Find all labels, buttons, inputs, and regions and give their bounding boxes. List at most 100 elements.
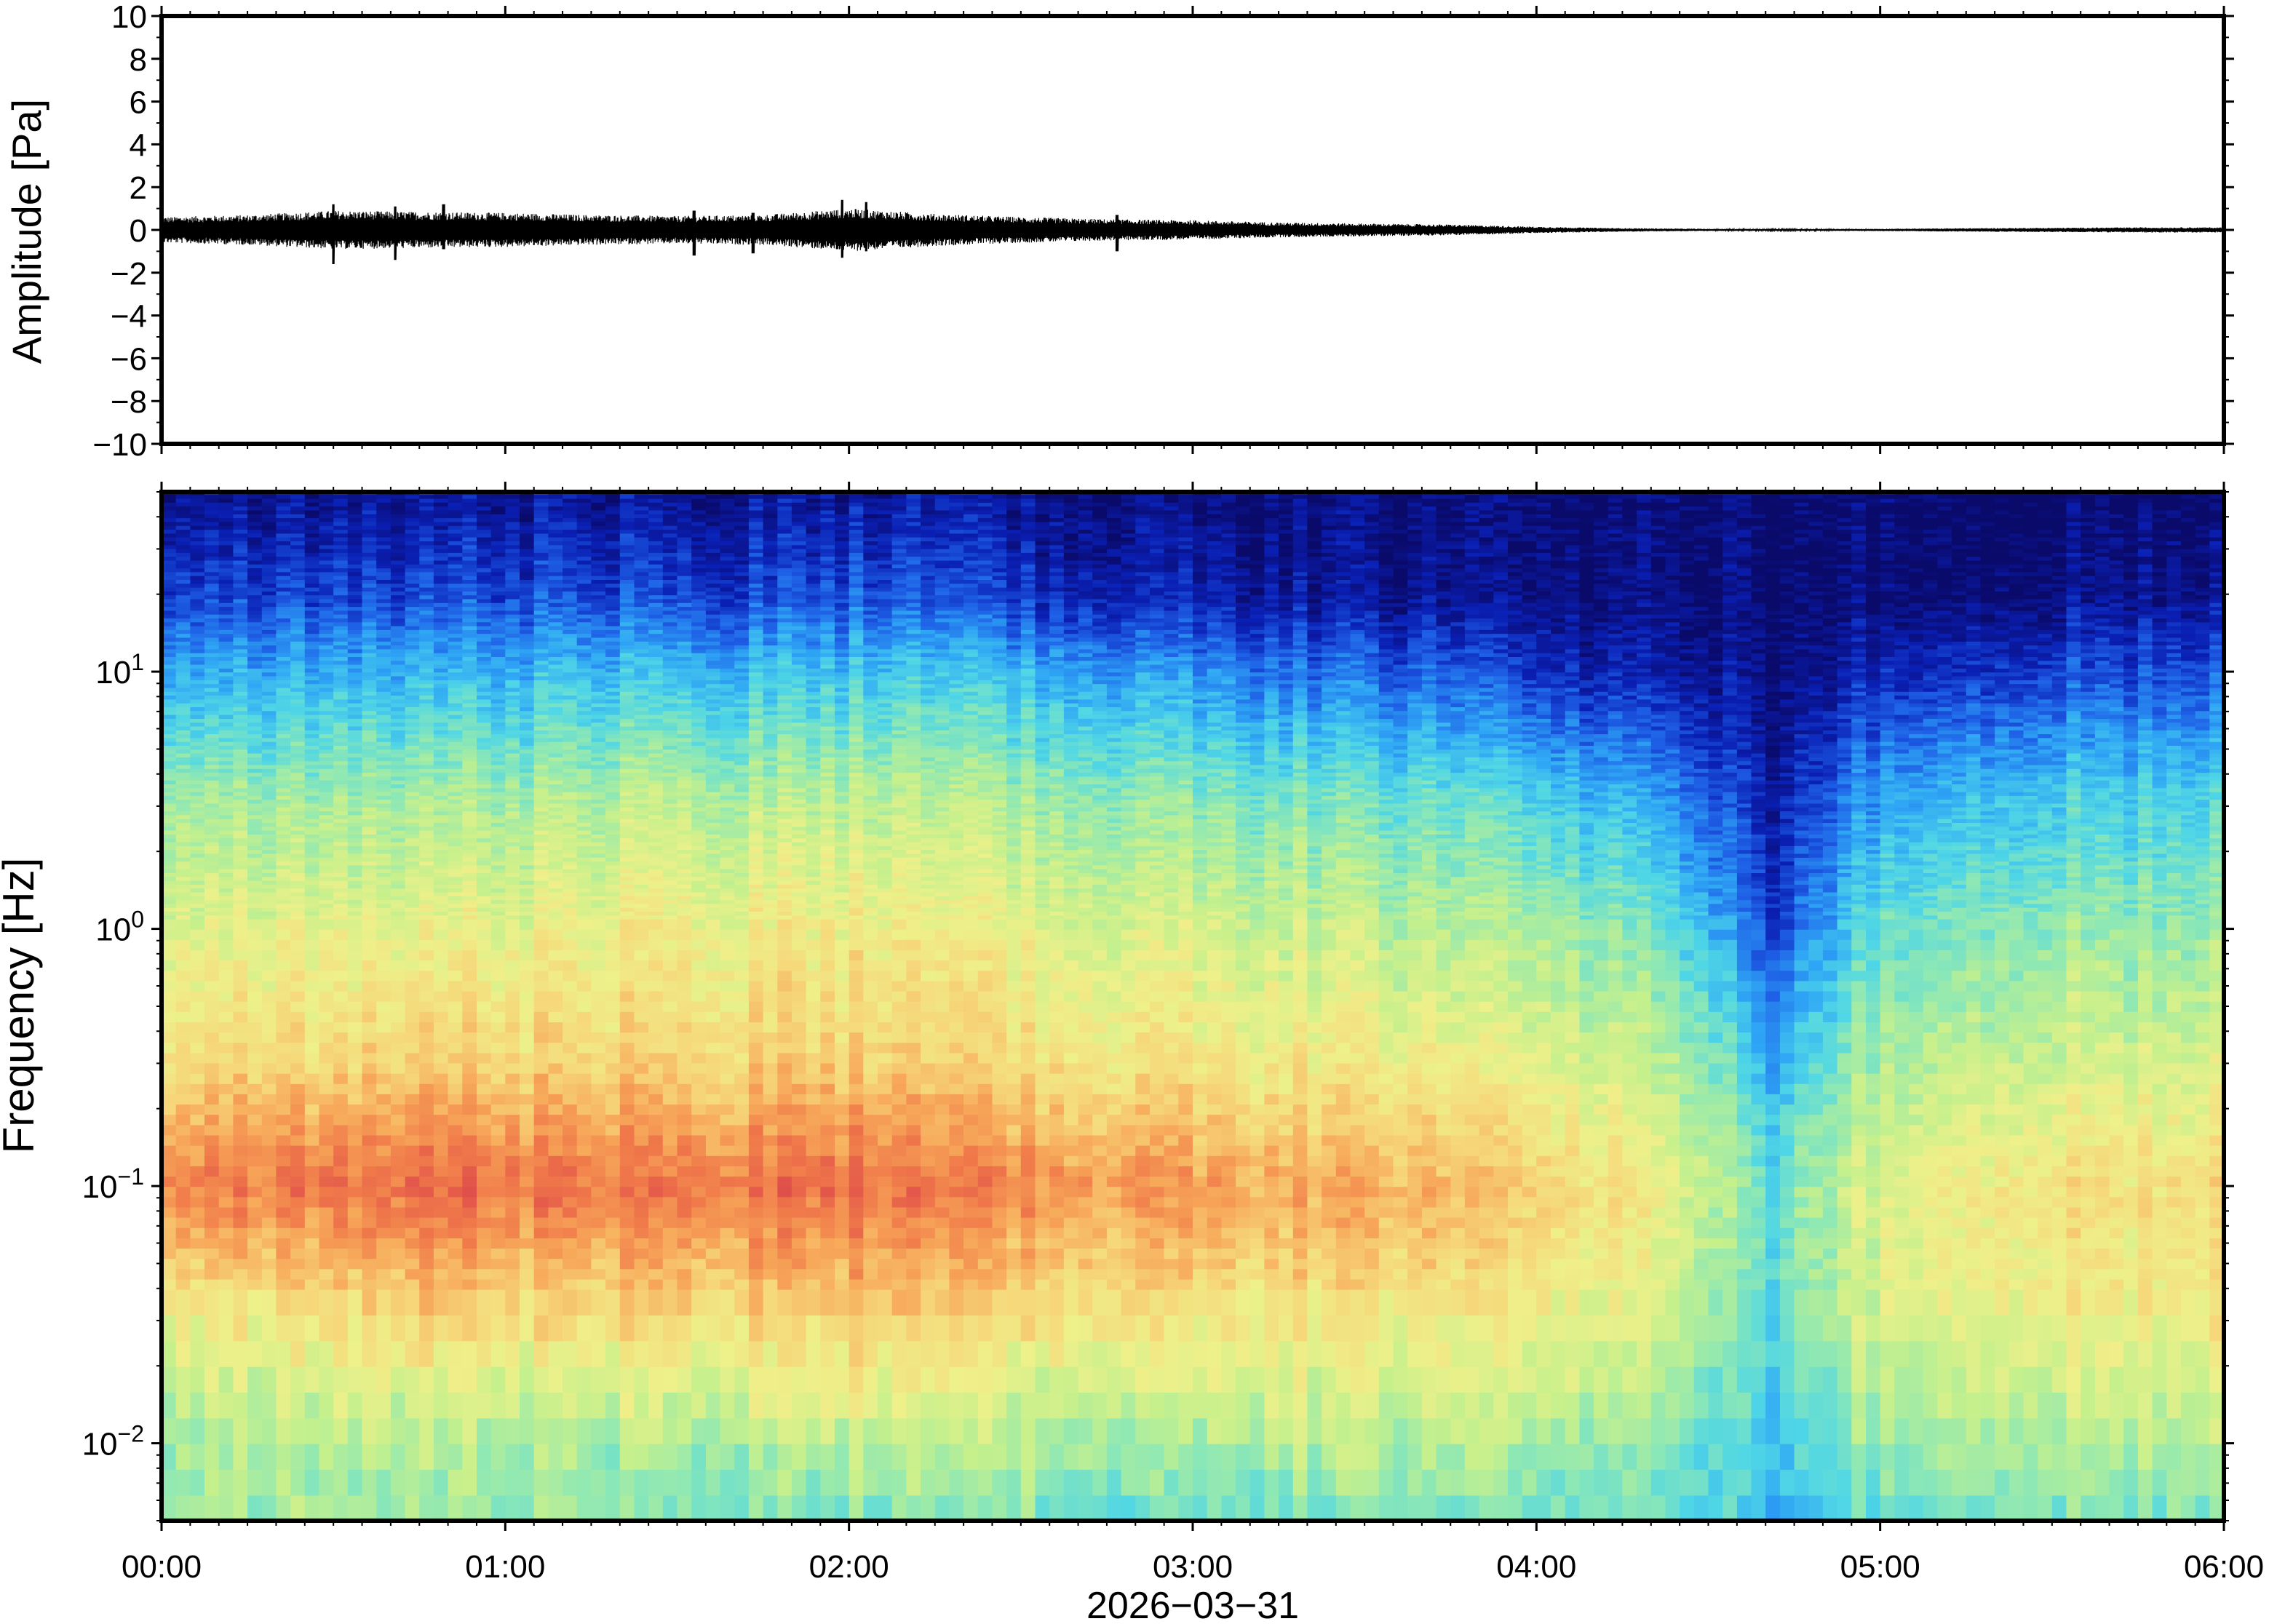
spectrogram-cell bbox=[405, 737, 421, 742]
spectrogram-cell bbox=[462, 1052, 477, 1064]
spectrogram-cell bbox=[490, 834, 506, 839]
spectrogram-cell bbox=[405, 1083, 421, 1094]
spectrogram-cell bbox=[247, 675, 263, 680]
spectrogram-cell bbox=[405, 714, 421, 719]
spectrogram-cell bbox=[304, 864, 320, 869]
spectrogram-cell bbox=[390, 629, 406, 634]
spectrogram-cell bbox=[362, 741, 377, 746]
spectrogram-cell bbox=[218, 641, 234, 646]
spectrogram-cell bbox=[419, 853, 434, 858]
spectrogram-cell bbox=[576, 1032, 592, 1043]
spectrogram-cell bbox=[563, 722, 578, 727]
spectrogram-cell bbox=[233, 826, 248, 831]
spectrogram-cell bbox=[319, 533, 334, 538]
spectrogram-cell bbox=[563, 687, 578, 692]
spectrogram-cell bbox=[390, 779, 406, 784]
spectrogram-cell bbox=[190, 741, 205, 746]
spectrogram-cell bbox=[563, 1052, 578, 1064]
spectrogram-cell bbox=[448, 950, 464, 961]
spectrogram-cell bbox=[548, 645, 563, 650]
spectrogram-cell bbox=[304, 494, 320, 499]
spectrogram-cell bbox=[433, 1258, 449, 1270]
spectrogram-cell bbox=[290, 730, 306, 735]
spectrogram-cell bbox=[162, 1196, 177, 1208]
spectrogram-cell bbox=[462, 641, 477, 646]
spectrogram-cell bbox=[261, 880, 277, 885]
spectrogram-cell bbox=[233, 896, 248, 901]
spectrogram-cell bbox=[490, 814, 506, 819]
spectrogram-cell bbox=[520, 876, 535, 881]
spectrogram-cell bbox=[490, 764, 506, 769]
spectrogram-cell bbox=[462, 621, 477, 626]
spectrogram-cell bbox=[390, 698, 406, 704]
spectrogram-cell bbox=[261, 1392, 277, 1419]
spectrogram-cell bbox=[233, 915, 248, 920]
spectrogram-cell bbox=[520, 1052, 535, 1064]
spectrogram-cell bbox=[376, 1268, 392, 1280]
spectrogram-cell bbox=[433, 928, 449, 940]
spectrogram-cell bbox=[362, 1469, 377, 1496]
spectrogram-cell bbox=[247, 629, 263, 634]
spectrogram-cell bbox=[276, 1227, 291, 1238]
spectrogram-cell bbox=[333, 768, 349, 773]
spectrogram-cell bbox=[477, 826, 492, 831]
spectrogram-cell bbox=[376, 571, 392, 576]
spectrogram-cell bbox=[319, 818, 334, 823]
spectrogram-cell bbox=[304, 1062, 320, 1074]
spectrogram-cell bbox=[162, 529, 177, 534]
spectrogram-cell bbox=[233, 888, 248, 893]
spectrogram-cell bbox=[261, 529, 277, 534]
spectrogram-cell bbox=[490, 1062, 506, 1074]
spectrogram-cell bbox=[563, 784, 578, 789]
spectrogram-cell bbox=[490, 799, 506, 804]
spectrogram-cell bbox=[276, 733, 291, 739]
spectrogram-cell bbox=[433, 633, 449, 638]
spectrogram-cell bbox=[233, 1114, 248, 1126]
spectrogram-cell bbox=[448, 749, 464, 754]
spectrogram-cell bbox=[276, 637, 291, 642]
spectrogram-cell bbox=[247, 1469, 263, 1496]
spectrogram-cell bbox=[533, 602, 549, 608]
spectrogram-cell bbox=[490, 664, 506, 669]
spectrogram-cell bbox=[362, 1227, 377, 1238]
spectrogram-cell bbox=[433, 857, 449, 862]
spectrogram-cell bbox=[218, 1042, 234, 1054]
spectrogram-cell bbox=[548, 529, 563, 534]
spectrogram-cell bbox=[448, 710, 464, 715]
spectrogram-cell bbox=[505, 598, 520, 603]
spectrogram-cell bbox=[261, 606, 277, 611]
spectrogram-cell bbox=[405, 826, 421, 831]
spectrogram-cell bbox=[175, 541, 191, 546]
spectrogram-cell bbox=[319, 1196, 334, 1208]
spectrogram-cell bbox=[376, 1114, 392, 1126]
spectrogram-cell bbox=[490, 868, 506, 873]
spectrogram-cell bbox=[204, 760, 220, 765]
spectrogram-cell bbox=[290, 970, 306, 982]
spectrogram-cell bbox=[520, 618, 535, 623]
spectrogram-cell bbox=[477, 564, 492, 569]
spectrogram-cell bbox=[563, 868, 578, 873]
spectrogram-cell bbox=[290, 752, 306, 757]
spectrogram-cell bbox=[433, 521, 449, 526]
spectrogram-cell bbox=[505, 784, 520, 789]
spectrogram-cell bbox=[162, 548, 177, 553]
spectrogram-cell bbox=[520, 1145, 535, 1156]
spectrogram-cell bbox=[563, 1022, 578, 1033]
spectrogram-cell bbox=[233, 586, 248, 592]
spectrogram-cell bbox=[247, 1145, 263, 1156]
spectrogram-cell bbox=[362, 1011, 377, 1022]
spectrogram-cell bbox=[505, 741, 520, 746]
spectrogram-cell bbox=[533, 864, 549, 869]
spectrogram-cell bbox=[477, 760, 492, 765]
spectrogram-cell bbox=[448, 1022, 464, 1033]
spectrogram-cell bbox=[533, 876, 549, 881]
spectrogram-cell bbox=[505, 960, 520, 971]
spectrogram-cell bbox=[233, 618, 248, 623]
spectrogram-cell bbox=[591, 950, 606, 961]
spectrogram-cell bbox=[261, 745, 277, 750]
spectrogram-cell bbox=[505, 814, 520, 819]
spectrogram-cell bbox=[233, 1094, 248, 1105]
spectrogram-cell bbox=[175, 868, 191, 873]
spectrogram-cell bbox=[319, 752, 334, 757]
spectrogram-cell bbox=[591, 822, 606, 827]
